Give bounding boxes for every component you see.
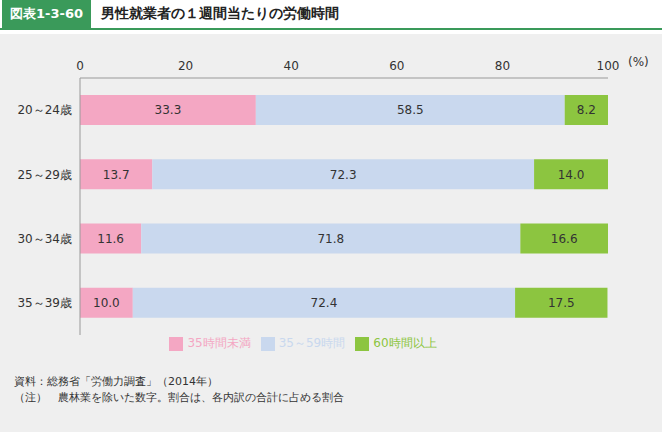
svg-text:10.0: 10.0: [93, 296, 120, 310]
html-text:35～59時間: 35～59時間: [278, 336, 346, 350]
svg-text:35～39歳: 35～39歳: [17, 296, 72, 310]
html-text:（注） 農林業を除いた数字。割合は、各内訳の合計に占める割合: （注） 農林業を除いた数字。割合は、各内訳の合計に占める割合: [14, 391, 344, 404]
html-text:男性就業者の１週間当たりの労働時間: 男性就業者の１週間当たりの労働時間: [101, 5, 339, 21]
html-text:35時間未満: 35時間未満: [187, 336, 251, 350]
svg-text:14.0: 14.0: [558, 168, 585, 182]
svg-text:17.5: 17.5: [548, 296, 575, 310]
svg-text:20～24歳: 20～24歳: [17, 103, 72, 117]
svg-text:11.6: 11.6: [97, 232, 124, 246]
svg-text:80: 80: [495, 59, 510, 73]
svg-text:20: 20: [178, 59, 193, 73]
svg-text:60: 60: [389, 59, 404, 73]
svg-text:8.2: 8.2: [577, 103, 596, 117]
svg-text:16.6: 16.6: [551, 232, 578, 246]
html-text:図表1-3-60: 図表1-3-60: [10, 6, 83, 21]
svg-text:71.8: 71.8: [317, 232, 344, 246]
svg-text:13.7: 13.7: [103, 168, 130, 182]
html-text:資料：総務省「労働力調査」（2014年）: 資料：総務省「労働力調査」（2014年）: [14, 375, 218, 388]
svg-text:0: 0: [76, 59, 84, 73]
svg-text:58.5: 58.5: [397, 103, 424, 117]
svg-text:72.3: 72.3: [330, 168, 357, 182]
svg-text:72.4: 72.4: [311, 296, 338, 310]
svg-text:25～29歳: 25～29歳: [17, 168, 72, 182]
html-text:60時間以上: 60時間以上: [373, 336, 437, 350]
svg-text:30～34歳: 30～34歳: [17, 232, 72, 246]
svg-text:40: 40: [284, 59, 299, 73]
svg-text:33.3: 33.3: [155, 103, 182, 117]
svg-text:100: 100: [597, 59, 620, 73]
